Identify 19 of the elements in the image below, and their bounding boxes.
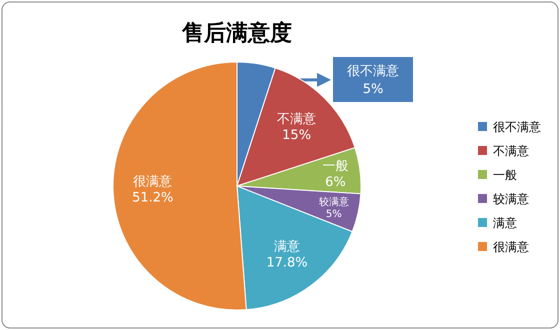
slice-label: 较满意 (318, 196, 349, 208)
data-label: 17.8% (266, 255, 308, 270)
legend-label: 一般 (493, 168, 517, 182)
legend-label: 不满意 (493, 144, 529, 158)
slice-label: 一般 (322, 159, 348, 174)
data-label: 5% (362, 82, 384, 97)
legend-label: 很满意 (493, 240, 529, 254)
chart-title: 售后满意度 (181, 20, 292, 46)
data-label: 5% (326, 209, 342, 220)
legend-label: 很不满意 (347, 64, 399, 79)
legend-label: 满意 (493, 216, 517, 230)
data-label: 15% (282, 128, 312, 143)
slice-label: 满意 (274, 239, 300, 254)
data-label: 6% (325, 175, 346, 190)
legend-label: 较满意 (493, 192, 529, 206)
slice-label: 不满意 (277, 112, 316, 127)
category-label: 很不满意 (493, 120, 541, 134)
slice-label: 很满意 (133, 174, 172, 190)
data-label: 51.2% (132, 190, 174, 206)
